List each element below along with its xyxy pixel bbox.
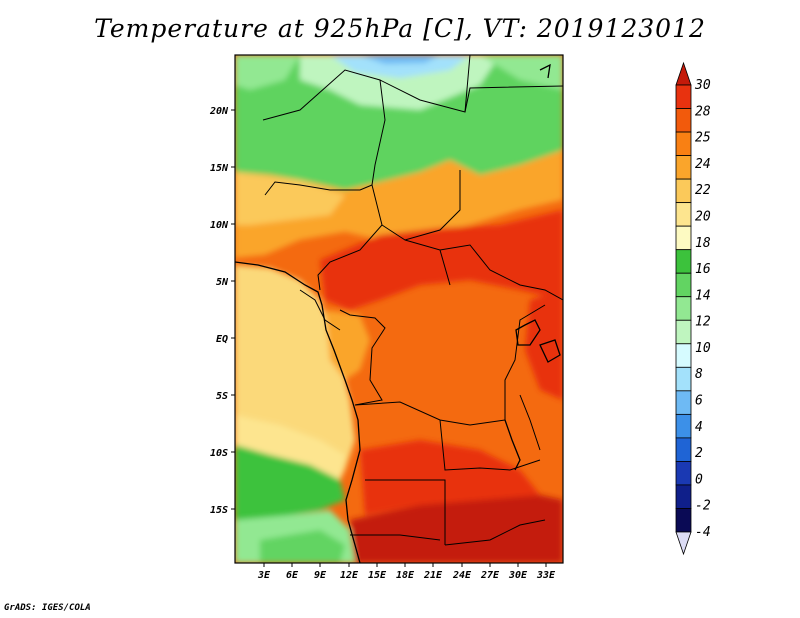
lat-label: 10S bbox=[210, 448, 228, 459]
colorbar-swatch bbox=[675, 296, 692, 321]
colorbar-swatch bbox=[675, 178, 692, 204]
colorbar-swatch bbox=[675, 202, 692, 227]
colorbar-bottom-arrow bbox=[675, 531, 692, 556]
lon-label: 21E bbox=[423, 570, 443, 581]
colorbar-swatch bbox=[675, 131, 692, 156]
lon-label: 6E bbox=[286, 570, 299, 581]
colorbar-swatch bbox=[675, 319, 692, 345]
colorbar-label: 0 bbox=[695, 472, 703, 487]
colorbar-label: -4 bbox=[695, 525, 711, 540]
lon-label: 30E bbox=[508, 570, 528, 581]
latitude-axis: 20N 15N 10N 5N EQ 5S 10S 15S bbox=[209, 106, 235, 516]
colorbar-label: 8 bbox=[695, 367, 703, 382]
colorbar-swatch bbox=[675, 84, 692, 109]
lat-label: 20N bbox=[209, 106, 229, 117]
map-frame bbox=[234, 54, 564, 564]
colorbar-label: 10 bbox=[695, 341, 711, 356]
colorbar-label: 4 bbox=[695, 420, 703, 435]
lat-label: 15S bbox=[210, 505, 228, 516]
grads-credit: GrADS: IGES/COLA bbox=[4, 603, 91, 613]
map-title: Temperature at 925hPa [C], VT: 201912301… bbox=[94, 14, 706, 43]
colorbar-swatch bbox=[675, 461, 692, 486]
lat-label: 5S bbox=[216, 391, 228, 402]
lon-label: 27E bbox=[480, 570, 500, 581]
longitude-axis: 3E 6E 9E 12E 15E 18E 21E 24E 27E 30E 33E bbox=[257, 563, 556, 581]
colorbar-label: 16 bbox=[695, 262, 711, 277]
colorbar-label: 18 bbox=[695, 236, 711, 251]
colorbar-swatch bbox=[675, 249, 692, 274]
colorbar-swatch bbox=[675, 508, 692, 533]
colorbar-label: 30 bbox=[694, 78, 711, 93]
colorbar-swatch bbox=[675, 155, 692, 180]
lon-label: 18E bbox=[396, 570, 415, 581]
lon-label: 12E bbox=[340, 570, 359, 581]
colorbar-swatch bbox=[675, 437, 692, 462]
colorbar-label: -2 bbox=[695, 499, 711, 514]
colorbar-swatch bbox=[675, 413, 692, 439]
colorbar-label: 20 bbox=[695, 209, 711, 224]
colorbar-label: 12 bbox=[695, 315, 711, 330]
colorbar-swatch bbox=[675, 366, 692, 392]
coastline bbox=[235, 63, 561, 563]
lon-label: 15E bbox=[368, 570, 387, 581]
colorbar-label: 6 bbox=[695, 394, 703, 409]
colorbar-swatch bbox=[675, 225, 692, 251]
colorbar-label: 25 bbox=[695, 131, 711, 146]
lon-label: 3E bbox=[257, 570, 271, 581]
lon-label: 9E bbox=[314, 570, 327, 581]
colorbar-label: 14 bbox=[695, 288, 711, 303]
colorbar-swatch bbox=[675, 272, 692, 298]
lat-label: 15N bbox=[210, 163, 229, 174]
lat-label: 5N bbox=[216, 277, 229, 288]
colorbar-label: 2 bbox=[695, 446, 703, 461]
lon-label: 33E bbox=[536, 570, 556, 581]
lat-label: EQ bbox=[216, 334, 228, 345]
temperature-field bbox=[235, 55, 563, 563]
colorbar-swatch bbox=[675, 108, 692, 133]
colorbar-top-arrow bbox=[675, 61, 692, 86]
colorbar-label: 24 bbox=[695, 157, 711, 172]
lon-label: 24E bbox=[452, 570, 472, 581]
country-borders bbox=[262, 55, 563, 546]
colorbar-swatch bbox=[675, 343, 692, 368]
lat-label: 10N bbox=[210, 220, 229, 231]
colorbar-label: 22 bbox=[695, 183, 711, 198]
colorbar-swatch bbox=[675, 390, 692, 415]
colorbar-swatch bbox=[675, 484, 692, 509]
colorbar-label: 28 bbox=[695, 104, 711, 119]
